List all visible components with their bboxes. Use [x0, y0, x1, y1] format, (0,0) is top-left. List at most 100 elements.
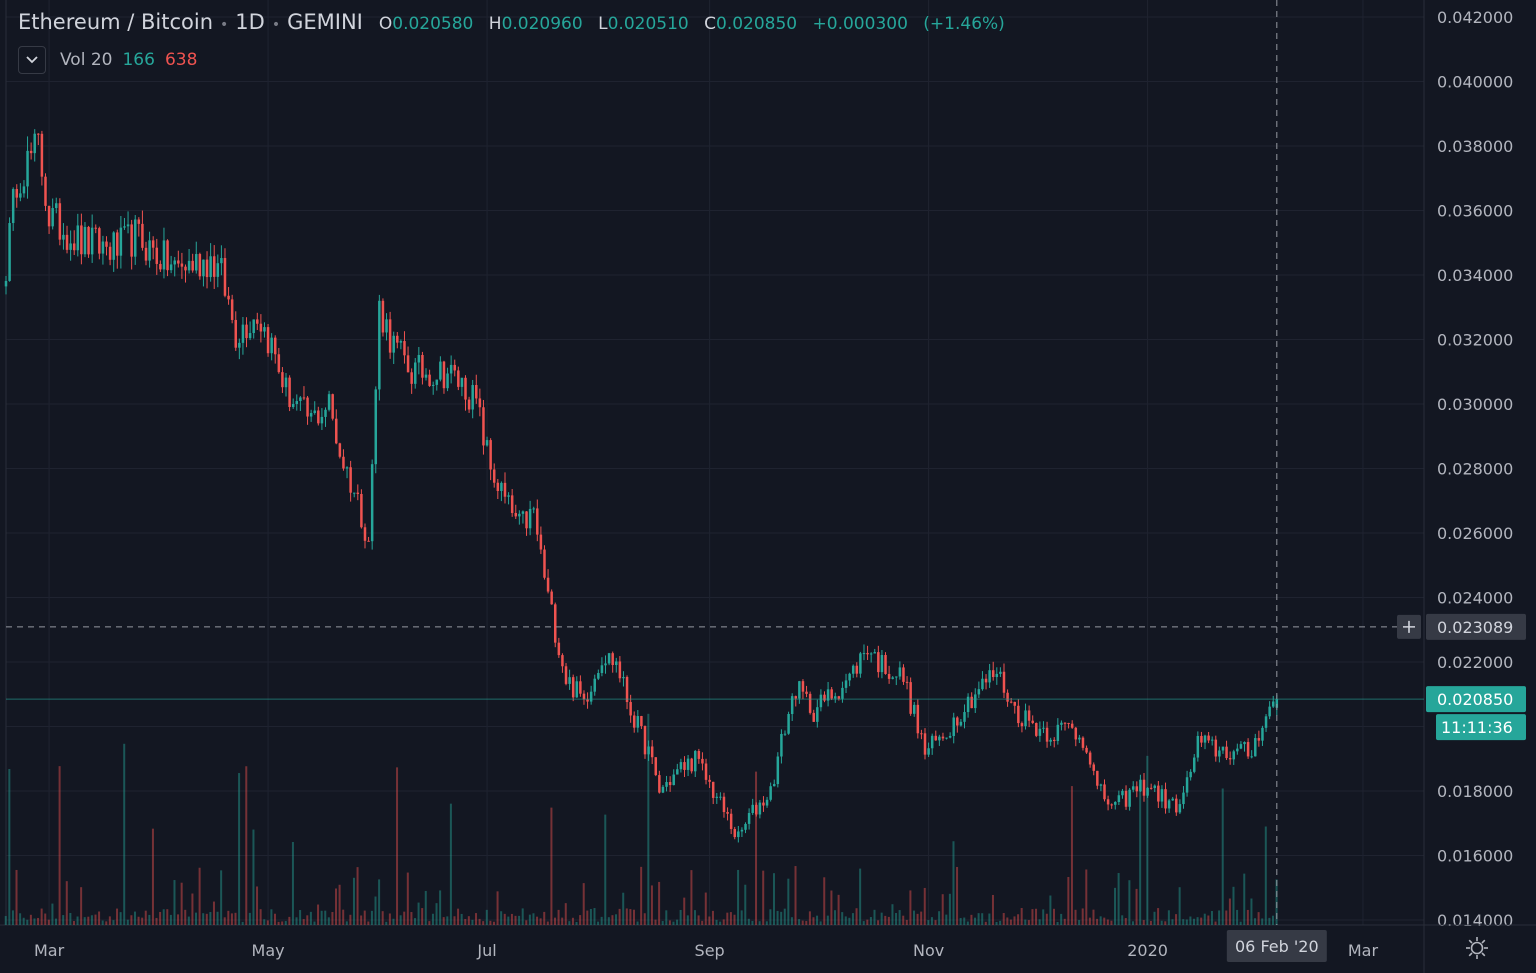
volume-bar	[805, 920, 808, 925]
volume-bar	[1203, 913, 1206, 925]
countdown-tag	[1436, 714, 1526, 741]
volume-bar	[467, 916, 470, 925]
volume-bar	[385, 921, 388, 925]
candle-body	[769, 786, 772, 800]
volume-bar	[90, 915, 93, 925]
candle-body	[783, 733, 787, 735]
candle-body	[126, 224, 130, 227]
volume-bar	[83, 917, 86, 925]
candle-body	[647, 746, 650, 755]
volume-bar	[632, 909, 635, 925]
volume-bar	[245, 766, 248, 925]
candle-body	[162, 240, 166, 270]
volume-bar	[625, 908, 628, 925]
candle-body	[169, 264, 173, 271]
candle-body	[866, 653, 869, 655]
volume-bar	[1063, 918, 1066, 925]
candle-body	[155, 247, 159, 264]
candle-body	[554, 604, 557, 643]
candle-body	[715, 796, 719, 798]
candle-body	[895, 676, 898, 678]
candle-body	[331, 394, 334, 419]
candle-body	[141, 223, 144, 248]
settings-button[interactable]	[1462, 933, 1492, 963]
candle-body	[808, 693, 812, 713]
candle-body	[503, 482, 507, 497]
candle-body	[1189, 771, 1192, 778]
volume-bar	[851, 913, 854, 925]
candle-body	[787, 713, 790, 734]
volume-bar	[72, 921, 75, 925]
candle-body	[848, 673, 851, 681]
volume-bar	[1218, 910, 1221, 925]
volume-bar	[941, 894, 944, 925]
candle-body	[701, 758, 704, 764]
exchange-label: GEMINI	[287, 10, 363, 34]
volume-bar	[658, 881, 661, 925]
candle-body	[1121, 790, 1124, 796]
volume-bar	[1009, 919, 1012, 925]
volume-bar	[352, 877, 355, 925]
volume-bar	[708, 916, 711, 925]
volume-bar	[1167, 910, 1170, 925]
candle-body	[1099, 784, 1103, 786]
volume-bar	[1117, 873, 1120, 925]
candle-body	[726, 812, 729, 814]
volume-bar	[963, 917, 966, 925]
candle-body	[755, 804, 758, 815]
volume-bar	[704, 892, 707, 925]
candle-body	[431, 384, 435, 386]
candle-body	[844, 680, 848, 688]
volume-bar	[335, 888, 338, 925]
candle-body	[1027, 710, 1031, 721]
volume-bar	[33, 918, 36, 925]
candle-body	[313, 410, 316, 414]
open-value: 0.020580	[392, 14, 474, 34]
volume-bar	[406, 872, 409, 925]
volume-bar	[579, 915, 582, 925]
interval-label[interactable]: 1D	[235, 10, 265, 34]
collapse-button[interactable]	[18, 46, 46, 74]
volume-bar	[1149, 920, 1152, 925]
volume-bar	[726, 912, 729, 925]
candle-body	[399, 341, 403, 343]
volume-bar	[974, 917, 977, 925]
candle-body	[273, 337, 277, 355]
volume-bar	[281, 921, 284, 925]
volume-bar	[392, 918, 395, 925]
volume-bar	[841, 912, 844, 925]
y-tick-label: 0.016000	[1437, 847, 1513, 866]
volume-bar	[388, 913, 391, 925]
volume-bar	[80, 887, 83, 925]
candle-body	[223, 258, 227, 296]
volume-bar	[220, 870, 223, 925]
volume-bar	[349, 914, 352, 925]
volume-bar	[751, 920, 754, 925]
candle-body	[1167, 800, 1171, 809]
candle-body	[604, 663, 607, 666]
volume-bar	[930, 917, 933, 925]
candle-body	[711, 781, 715, 798]
volume-bar	[374, 896, 377, 925]
candle-body	[851, 665, 855, 674]
symbol-title[interactable]: Ethereum / Bitcoin	[18, 10, 214, 34]
candle-body	[834, 696, 837, 699]
candle-body	[510, 495, 514, 513]
volume-bar	[496, 891, 499, 925]
gear-icon	[1466, 937, 1488, 959]
candle-body	[1070, 723, 1074, 728]
candle-body	[1146, 787, 1149, 796]
volume-indicator-name[interactable]: Vol 20	[60, 50, 113, 70]
volume-bar	[956, 866, 959, 925]
volume-bar	[521, 908, 524, 925]
volume-bar	[1160, 920, 1163, 925]
low-key: L	[598, 14, 608, 34]
candle-body	[823, 694, 826, 701]
candle-body	[697, 751, 701, 759]
volume-bar	[525, 920, 528, 925]
y-tick-label: 0.038000	[1437, 137, 1513, 156]
volume-bar	[259, 909, 262, 925]
candle-body	[446, 373, 449, 389]
volume-bar	[19, 913, 22, 925]
